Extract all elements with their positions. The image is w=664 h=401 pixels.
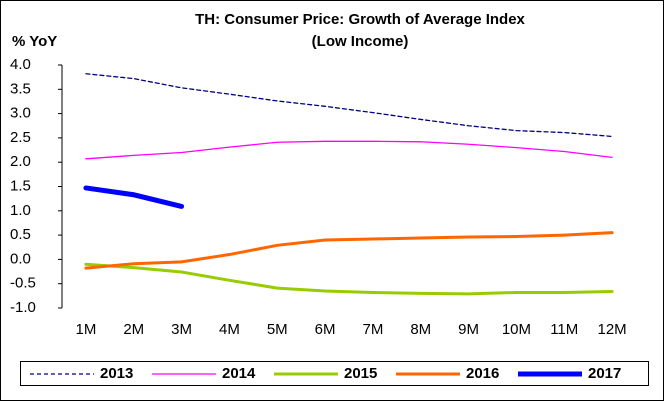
legend-label: 2013 — [100, 365, 133, 382]
y-tick-label: 4.0 — [10, 56, 31, 73]
series-line — [83, 185, 185, 209]
legend-label: 2016 — [466, 365, 499, 382]
y-tick-label: 3.5 — [10, 80, 31, 97]
y-tick-label: 2.5 — [10, 129, 31, 146]
x-tick-label: 11M — [550, 321, 578, 338]
x-tick-label: 12M — [597, 321, 626, 338]
y-tick-label: -1.0 — [10, 299, 36, 316]
x-tick-label: 1M — [75, 321, 96, 338]
y-tick-label: 0.0 — [10, 250, 31, 267]
y-tick-label: 2.0 — [10, 153, 31, 170]
series-line — [85, 140, 613, 160]
x-tick-label: 6M — [315, 321, 336, 338]
y-axis-label: % YoY — [12, 33, 57, 50]
legend-box — [20, 361, 649, 386]
legend-label: 2017 — [588, 365, 621, 382]
x-tick-label: 7M — [362, 321, 383, 338]
x-tick-label: 4M — [219, 321, 240, 338]
chart-title: TH: Consumer Price: Growth of Average In… — [195, 11, 525, 28]
x-tick-label: 2M — [123, 321, 144, 338]
series-line — [85, 73, 613, 138]
y-tick-label: 1.0 — [10, 202, 31, 219]
x-tick-label: 5M — [267, 321, 288, 338]
chart-subtitle: (Low Income) — [312, 33, 409, 50]
y-tick-label: 0.5 — [10, 226, 31, 243]
y-tick-label: -0.5 — [10, 275, 36, 292]
series-line — [84, 231, 614, 270]
x-tick-label: 3M — [171, 321, 192, 338]
series-line — [84, 262, 614, 296]
y-tick-label: 1.5 — [10, 177, 31, 194]
legend-label: 2014 — [222, 365, 256, 382]
x-tick-label: 8M — [410, 321, 431, 338]
legend-label: 2015 — [344, 365, 377, 382]
y-tick-label: 3.0 — [10, 105, 31, 122]
x-tick-label: 10M — [502, 321, 531, 338]
x-tick-label: 9M — [458, 321, 479, 338]
